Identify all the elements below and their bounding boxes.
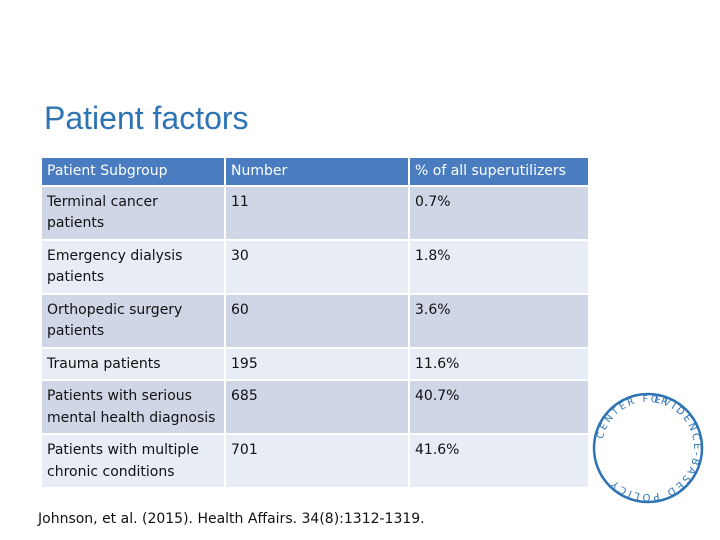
cell-percent: 0.7% bbox=[408, 184, 590, 241]
cell-subgroup: Terminal cancer patients bbox=[40, 184, 226, 241]
center-for-evidence-based-policy-logo: EVIDENCE-BASED POLICY CENTER FOR bbox=[592, 392, 704, 504]
table-row: Trauma patients 195 11.6% bbox=[40, 346, 590, 381]
citation: Johnson, et al. (2015). Health Affairs. … bbox=[38, 511, 425, 527]
cell-number: 195 bbox=[224, 346, 410, 381]
cell-subgroup: Patients with multiple chronic condition… bbox=[40, 433, 226, 489]
cell-number: 701 bbox=[224, 433, 410, 489]
table-row: Patients with serious mental health diag… bbox=[40, 379, 590, 435]
cell-number: 60 bbox=[224, 292, 410, 349]
slide-title: Patient factors bbox=[44, 100, 249, 136]
cell-subgroup: Emergency dialysis patients bbox=[40, 238, 226, 295]
table-header-row: Patient Subgroup Number % of all superut… bbox=[40, 156, 590, 187]
table-row: Emergency dialysis patients 30 1.8% bbox=[40, 238, 590, 295]
cell-percent: 1.8% bbox=[408, 238, 590, 295]
cell-subgroup: Trauma patients bbox=[40, 346, 226, 381]
patient-factors-table: Patient Subgroup Number % of all superut… bbox=[40, 156, 590, 489]
cell-number: 30 bbox=[224, 238, 410, 295]
cell-subgroup: Orthopedic surgery patients bbox=[40, 292, 226, 349]
cell-percent: 3.6% bbox=[408, 292, 590, 349]
cell-number: 685 bbox=[224, 379, 410, 435]
header-number: Number bbox=[224, 156, 410, 187]
cell-percent: 11.6% bbox=[408, 346, 590, 381]
header-percent: % of all superutilizers bbox=[408, 156, 590, 187]
table-row: Terminal cancer patients 11 0.7% bbox=[40, 184, 590, 241]
logo-inner-text: CENTER FOR bbox=[595, 394, 672, 440]
cell-subgroup: Patients with serious mental health diag… bbox=[40, 379, 226, 435]
cell-percent: 40.7% bbox=[408, 379, 590, 435]
table-row: Patients with multiple chronic condition… bbox=[40, 433, 590, 489]
header-patient-subgroup: Patient Subgroup bbox=[40, 156, 226, 187]
table-row: Orthopedic surgery patients 60 3.6% bbox=[40, 292, 590, 349]
cell-number: 11 bbox=[224, 184, 410, 241]
cell-percent: 41.6% bbox=[408, 433, 590, 489]
